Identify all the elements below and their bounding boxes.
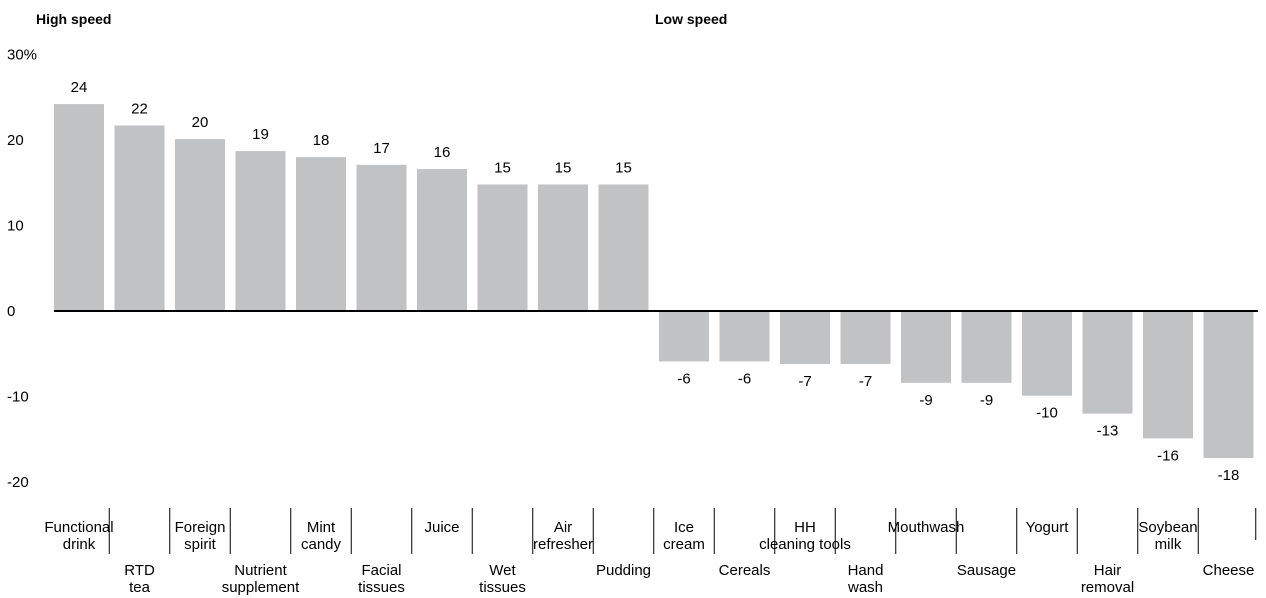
category-label: Pudding [596, 562, 651, 579]
value-label: 19 [252, 126, 269, 143]
bars [54, 104, 1254, 459]
category-label: Wet tissues [479, 562, 526, 596]
bar [477, 184, 528, 311]
value-label: -9 [980, 392, 993, 409]
value-label: 17 [373, 140, 390, 157]
bar [296, 157, 346, 311]
value-label: 15 [494, 159, 511, 176]
category-labels: Functional drink RTD tea Foreign spirit Nutrie… [44, 508, 1257, 596]
value-label: -7 [859, 373, 872, 390]
value-label: 20 [192, 114, 209, 131]
value-label: -6 [738, 370, 751, 387]
value-label: -9 [919, 392, 932, 409]
y-tick-label: 20 [7, 132, 24, 149]
bar [719, 311, 770, 362]
value-label: 16 [434, 144, 451, 161]
value-label: -7 [798, 373, 811, 390]
high-speed-header: High speed [36, 11, 111, 27]
value-label: -18 [1218, 467, 1240, 484]
category-label: Mint candy [301, 519, 342, 553]
bar [356, 164, 407, 311]
bar [659, 311, 709, 362]
bar [840, 311, 891, 365]
value-label: -10 [1036, 405, 1058, 422]
category-label: RTD tea [124, 562, 155, 596]
value-label: 24 [71, 79, 88, 96]
category-label: Cereals [719, 562, 771, 579]
y-axis-ticks: 30% 20 10 0 -10 -20 [7, 47, 37, 492]
bar [417, 169, 467, 311]
bar [598, 184, 649, 311]
bar [54, 104, 104, 311]
bar [235, 151, 286, 311]
value-label: -6 [677, 370, 690, 387]
value-labels: 24 22 20 19 18 17 16 15 15 15 -6 -6 -7 -7 -9 -9 -10 -13 -1… [71, 79, 1240, 484]
bar [780, 311, 830, 365]
bar [901, 311, 951, 383]
bar [1203, 311, 1254, 459]
low-speed-header: Low speed [655, 11, 727, 27]
category-label: Ice cream [663, 519, 705, 553]
bar [538, 184, 588, 311]
bar [114, 125, 165, 311]
y-tick-label: 0 [7, 303, 15, 320]
category-label: Mouthwash [888, 519, 965, 536]
category-label: Nutrient supplement [222, 562, 300, 596]
category-label: Juice [424, 519, 459, 536]
category-label: Hair removal [1081, 562, 1134, 596]
bar [1082, 311, 1133, 414]
category-label: Functional drink [44, 519, 113, 553]
value-label: 15 [555, 159, 572, 176]
y-tick-label: -10 [7, 389, 29, 406]
value-label: -16 [1157, 447, 1179, 464]
category-label: Yogurt [1026, 519, 1070, 536]
category-label: Sausage [957, 562, 1016, 579]
bar [1143, 311, 1193, 439]
value-label: -13 [1097, 423, 1119, 440]
category-label: Air refresher [533, 519, 593, 553]
value-label: 22 [131, 100, 148, 117]
category-label: Cheese [1203, 562, 1255, 579]
bar [175, 139, 225, 311]
category-label: HH cleaning tools [759, 519, 851, 553]
category-label: Facial tissues [358, 562, 405, 596]
category-label: Soybean milk [1138, 519, 1197, 553]
y-tick-label: 30% [7, 47, 37, 64]
bar [961, 311, 1012, 383]
y-tick-label: -20 [7, 474, 29, 491]
category-label: Hand wash [847, 562, 883, 596]
value-label: 15 [615, 159, 632, 176]
y-tick-label: 10 [7, 218, 24, 235]
bar [1022, 311, 1072, 396]
category-label: Foreign spirit [175, 519, 226, 553]
value-label: 18 [313, 132, 330, 149]
